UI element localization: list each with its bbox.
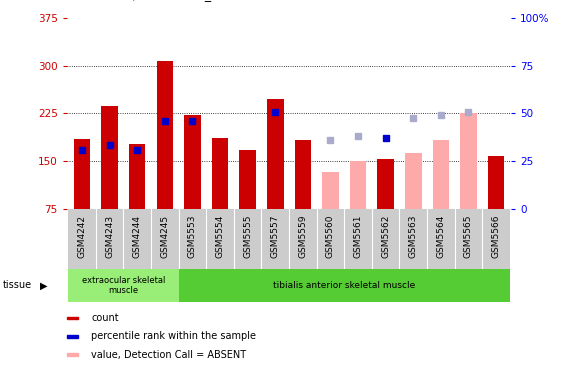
Text: percentile rank within the sample: percentile rank within the sample: [91, 331, 256, 341]
Bar: [151, 209, 178, 269]
Bar: [322, 172, 339, 209]
Bar: [267, 99, 284, 209]
Bar: [178, 209, 206, 269]
Text: GSM5565: GSM5565: [464, 214, 473, 258]
Text: GSM5554: GSM5554: [216, 214, 224, 258]
Text: GSM5555: GSM5555: [243, 214, 252, 258]
Text: GSM5561: GSM5561: [354, 214, 363, 258]
Text: GSM5562: GSM5562: [381, 214, 390, 258]
Bar: [156, 61, 173, 209]
Text: tibialis anterior skeletal muscle: tibialis anterior skeletal muscle: [273, 281, 415, 290]
Text: GSM5563: GSM5563: [409, 214, 418, 258]
Text: GDS254 / AF030050_at: GDS254 / AF030050_at: [78, 0, 224, 1]
Text: GSM5560: GSM5560: [326, 214, 335, 258]
Text: GSM5564: GSM5564: [436, 214, 446, 258]
Bar: [67, 335, 78, 337]
Bar: [317, 209, 345, 269]
Bar: [372, 209, 400, 269]
Bar: [178, 269, 510, 302]
Bar: [67, 354, 78, 356]
Bar: [184, 115, 200, 209]
Bar: [289, 209, 317, 269]
Bar: [455, 209, 482, 269]
Text: GSM5559: GSM5559: [299, 214, 307, 258]
Text: GSM4242: GSM4242: [77, 214, 87, 258]
Text: ▶: ▶: [40, 280, 47, 291]
Text: GSM4245: GSM4245: [160, 214, 169, 258]
Text: tissue: tissue: [3, 280, 32, 291]
Bar: [427, 209, 455, 269]
Text: GSM5557: GSM5557: [271, 214, 279, 258]
Bar: [482, 209, 510, 269]
Bar: [345, 209, 372, 269]
Bar: [74, 139, 90, 209]
Bar: [295, 140, 311, 209]
Bar: [234, 209, 261, 269]
Bar: [261, 209, 289, 269]
Bar: [239, 150, 256, 209]
Bar: [378, 158, 394, 209]
Bar: [405, 153, 422, 209]
Bar: [123, 209, 151, 269]
Text: GSM4243: GSM4243: [105, 214, 114, 258]
Bar: [460, 113, 477, 209]
Bar: [68, 209, 96, 269]
Bar: [101, 106, 118, 209]
Bar: [96, 209, 123, 269]
Bar: [400, 209, 427, 269]
Bar: [68, 269, 178, 302]
Text: count: count: [91, 313, 119, 323]
Bar: [211, 138, 228, 209]
Text: GSM5553: GSM5553: [188, 214, 197, 258]
Bar: [129, 144, 145, 209]
Text: value, Detection Call = ABSENT: value, Detection Call = ABSENT: [91, 350, 246, 360]
Text: GSM5566: GSM5566: [492, 214, 501, 258]
Bar: [488, 156, 504, 209]
Text: GSM4244: GSM4244: [132, 214, 142, 258]
Bar: [67, 317, 78, 319]
Bar: [206, 209, 234, 269]
Bar: [350, 161, 367, 209]
Text: extraocular skeletal
muscle: extraocular skeletal muscle: [82, 276, 165, 295]
Bar: [433, 140, 449, 209]
